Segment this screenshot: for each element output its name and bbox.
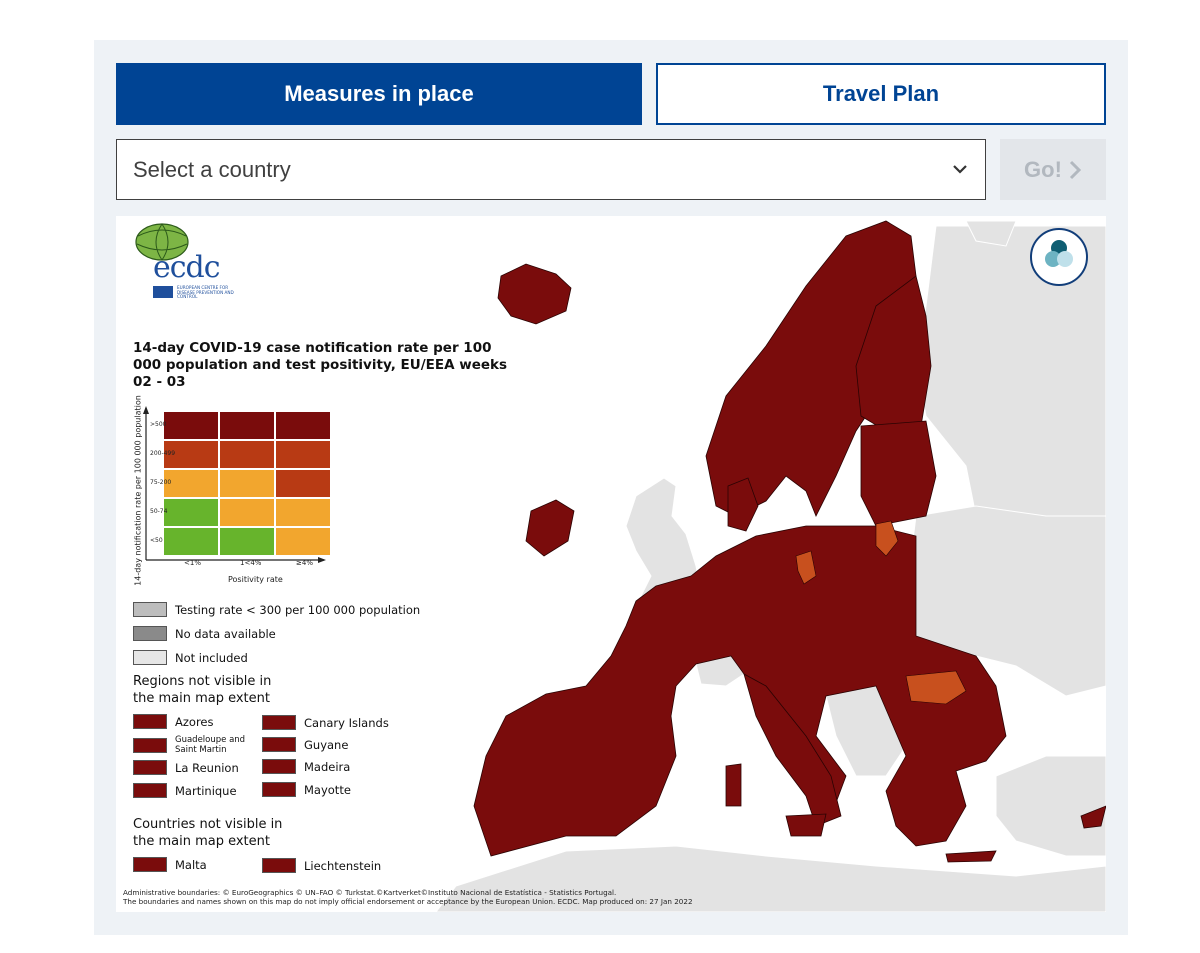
matrix-cell (220, 441, 274, 468)
matrix-cell (276, 499, 330, 526)
matrix-cell (164, 470, 218, 497)
countries-heading: Countries not visible in the main map ex… (133, 817, 283, 849)
map-credit: Administrative boundaries: © EuroGeograp… (123, 888, 693, 906)
go-button[interactable]: Go! (1000, 139, 1106, 200)
lithuania-orange-region (875, 520, 899, 557)
eu-flag-icon (153, 286, 173, 298)
baltics-land (860, 420, 937, 527)
matrix-cell (164, 499, 218, 526)
col-label: 1<4% (240, 559, 262, 567)
x-axis-title: Positivity rate (228, 575, 283, 584)
col-label: <1% (184, 559, 201, 567)
legend-swatch (262, 715, 296, 730)
crete-land (945, 850, 997, 863)
legend-swatch (133, 783, 167, 798)
chevron-down-icon (953, 165, 967, 174)
legend-swatch (262, 782, 296, 797)
sicily-land (785, 813, 827, 837)
matrix-cell (276, 441, 330, 468)
country-select-value: Select a country (133, 156, 291, 182)
legend-item-testing: Testing rate < 300 per 100 000 populatio… (133, 602, 420, 617)
legend-item-no-data: No data available (133, 626, 276, 641)
poland-orange-region (795, 550, 817, 585)
tab-measures-in-place[interactable]: Measures in place (116, 63, 642, 125)
region-mayotte: Mayotte (262, 782, 351, 797)
legend-swatch (133, 626, 167, 641)
country-malta: Malta (133, 857, 207, 872)
chevron-right-icon (1069, 160, 1082, 179)
continental-eu-land (473, 525, 1007, 857)
cyprus-land (1080, 805, 1106, 829)
matrix-cell (164, 528, 218, 555)
map-title: 14-day COVID-19 case notification rate p… (133, 340, 508, 390)
sardinia-land (725, 763, 742, 807)
region-la-reunion: La Reunion (133, 760, 239, 775)
matrix-cell (164, 412, 218, 439)
denmark-land (727, 477, 759, 532)
norway-tip-land (965, 220, 1017, 247)
north-africa-land (435, 845, 1106, 912)
ecdc-logo-text: ecdc (153, 250, 221, 285)
layers-icon (1045, 240, 1073, 267)
matrix-cell (276, 412, 330, 439)
country-select[interactable]: Select a country (116, 139, 986, 200)
row-label: >500 (150, 421, 167, 428)
matrix-cell (220, 412, 274, 439)
matrix-cell (220, 470, 274, 497)
matrix-cell (276, 528, 330, 555)
globe-icon (135, 223, 189, 261)
legend-swatch (133, 602, 167, 617)
turkey-land (995, 755, 1106, 857)
legend-swatch (262, 759, 296, 774)
legend-swatch (262, 737, 296, 752)
legend-swatch (133, 714, 167, 729)
row-label: <50 (150, 537, 163, 544)
layers-button[interactable] (1030, 228, 1088, 286)
row-label: 50-74 (150, 508, 168, 515)
legend-swatch (133, 650, 167, 665)
matrix-cell (220, 528, 274, 555)
regions-heading: Regions not visible in the main map exte… (133, 674, 272, 706)
matrix-cell (276, 470, 330, 497)
matrix-cell (220, 499, 274, 526)
legend-swatch (133, 760, 167, 775)
row-label: 75-200 (150, 479, 172, 486)
legend-swatch (262, 858, 296, 873)
legend-swatch (133, 857, 167, 872)
region-guadeloupe: Guadeloupe and Saint Martin (133, 735, 255, 755)
region-azores: Azores (133, 714, 213, 729)
italy-boot-land (743, 673, 842, 827)
ireland-land (525, 499, 575, 557)
y-axis-title: 14-day notification rate per 100 000 pop… (133, 395, 143, 586)
country-liechtenstein: Liechtenstein (262, 858, 381, 873)
romania-orange-region (905, 670, 967, 705)
measures-panel: Measures in place Travel Plan Select a c… (94, 40, 1128, 935)
ecdc-logo-subtext: EUROPEAN CENTRE FOR DISEASE PREVENTION A… (177, 285, 234, 300)
map-image: ecdc EUROPEAN CENTRE FOR DISEASE PREVENT… (116, 216, 1106, 912)
iceland-land (497, 263, 572, 325)
col-label: ≥4% (296, 559, 313, 567)
region-guyane: Guyane (262, 737, 348, 752)
europe-map (143, 220, 1106, 912)
matrix-cell (164, 441, 218, 468)
region-madeira: Madeira (262, 759, 350, 774)
row-label: 200-499 (150, 450, 176, 457)
legend-matrix (164, 412, 330, 555)
go-button-label: Go! (1024, 156, 1062, 182)
region-martinique: Martinique (133, 783, 237, 798)
legend-item-not-included: Not included (133, 650, 248, 665)
region-canary-islands: Canary Islands (262, 715, 389, 730)
tab-travel-plan[interactable]: Travel Plan (656, 63, 1106, 125)
legend-swatch (133, 737, 167, 753)
